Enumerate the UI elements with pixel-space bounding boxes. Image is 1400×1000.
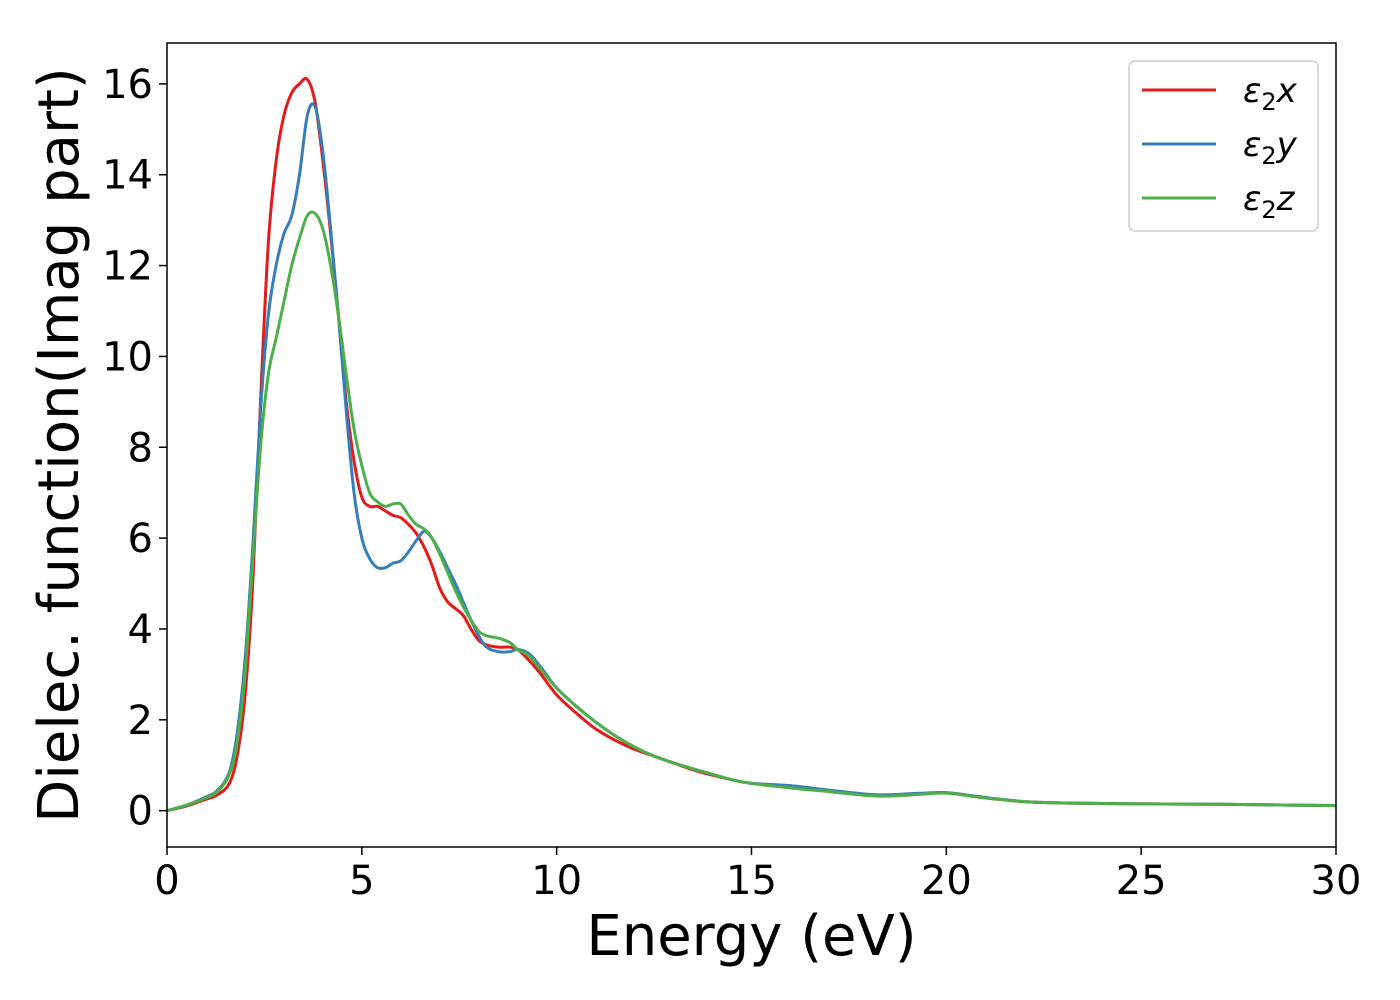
y-tick-label: 14 <box>102 153 153 199</box>
y-tick-label: 12 <box>102 244 153 290</box>
y-axis-label: Dielec. function(Imag part) <box>27 67 92 823</box>
x-tick-label: 30 <box>1311 858 1362 904</box>
legend-label: ε2y <box>1243 125 1298 170</box>
x-tick-label: 0 <box>154 858 179 904</box>
y-tick-label: 4 <box>128 607 153 653</box>
legend-item-z: ε2z <box>1142 179 1296 224</box>
x-tick-label: 25 <box>1116 858 1167 904</box>
legend-label: ε2x <box>1243 71 1298 116</box>
legend-item-x: ε2x <box>1142 71 1298 116</box>
x-tick-label: 20 <box>921 858 972 904</box>
x-tick-label: 5 <box>349 858 374 904</box>
series-line-z <box>167 210 1336 813</box>
y-tick-label: 8 <box>128 425 153 471</box>
legend: ε2x ε2y ε2z <box>1128 60 1319 232</box>
x-axis-label: Energy (eV) <box>586 904 916 969</box>
y-axis-ticks: 0 2 4 6 8 10 12 14 16 <box>102 62 167 835</box>
y-tick-label: 2 <box>128 698 153 744</box>
y-tick-label: 6 <box>128 516 153 562</box>
legend-box <box>1128 60 1319 232</box>
y-tick-label: 10 <box>102 334 153 380</box>
legend-label: ε2z <box>1243 179 1296 224</box>
x-tick-label: 15 <box>726 858 777 904</box>
x-axis-ticks: 0 5 10 15 20 25 30 <box>154 847 1361 904</box>
y-tick-label: 0 <box>128 789 153 835</box>
series-layer <box>167 76 1336 813</box>
legend-item-y: ε2y <box>1142 125 1298 170</box>
y-tick-label: 16 <box>102 62 153 108</box>
x-tick-label: 10 <box>531 858 582 904</box>
